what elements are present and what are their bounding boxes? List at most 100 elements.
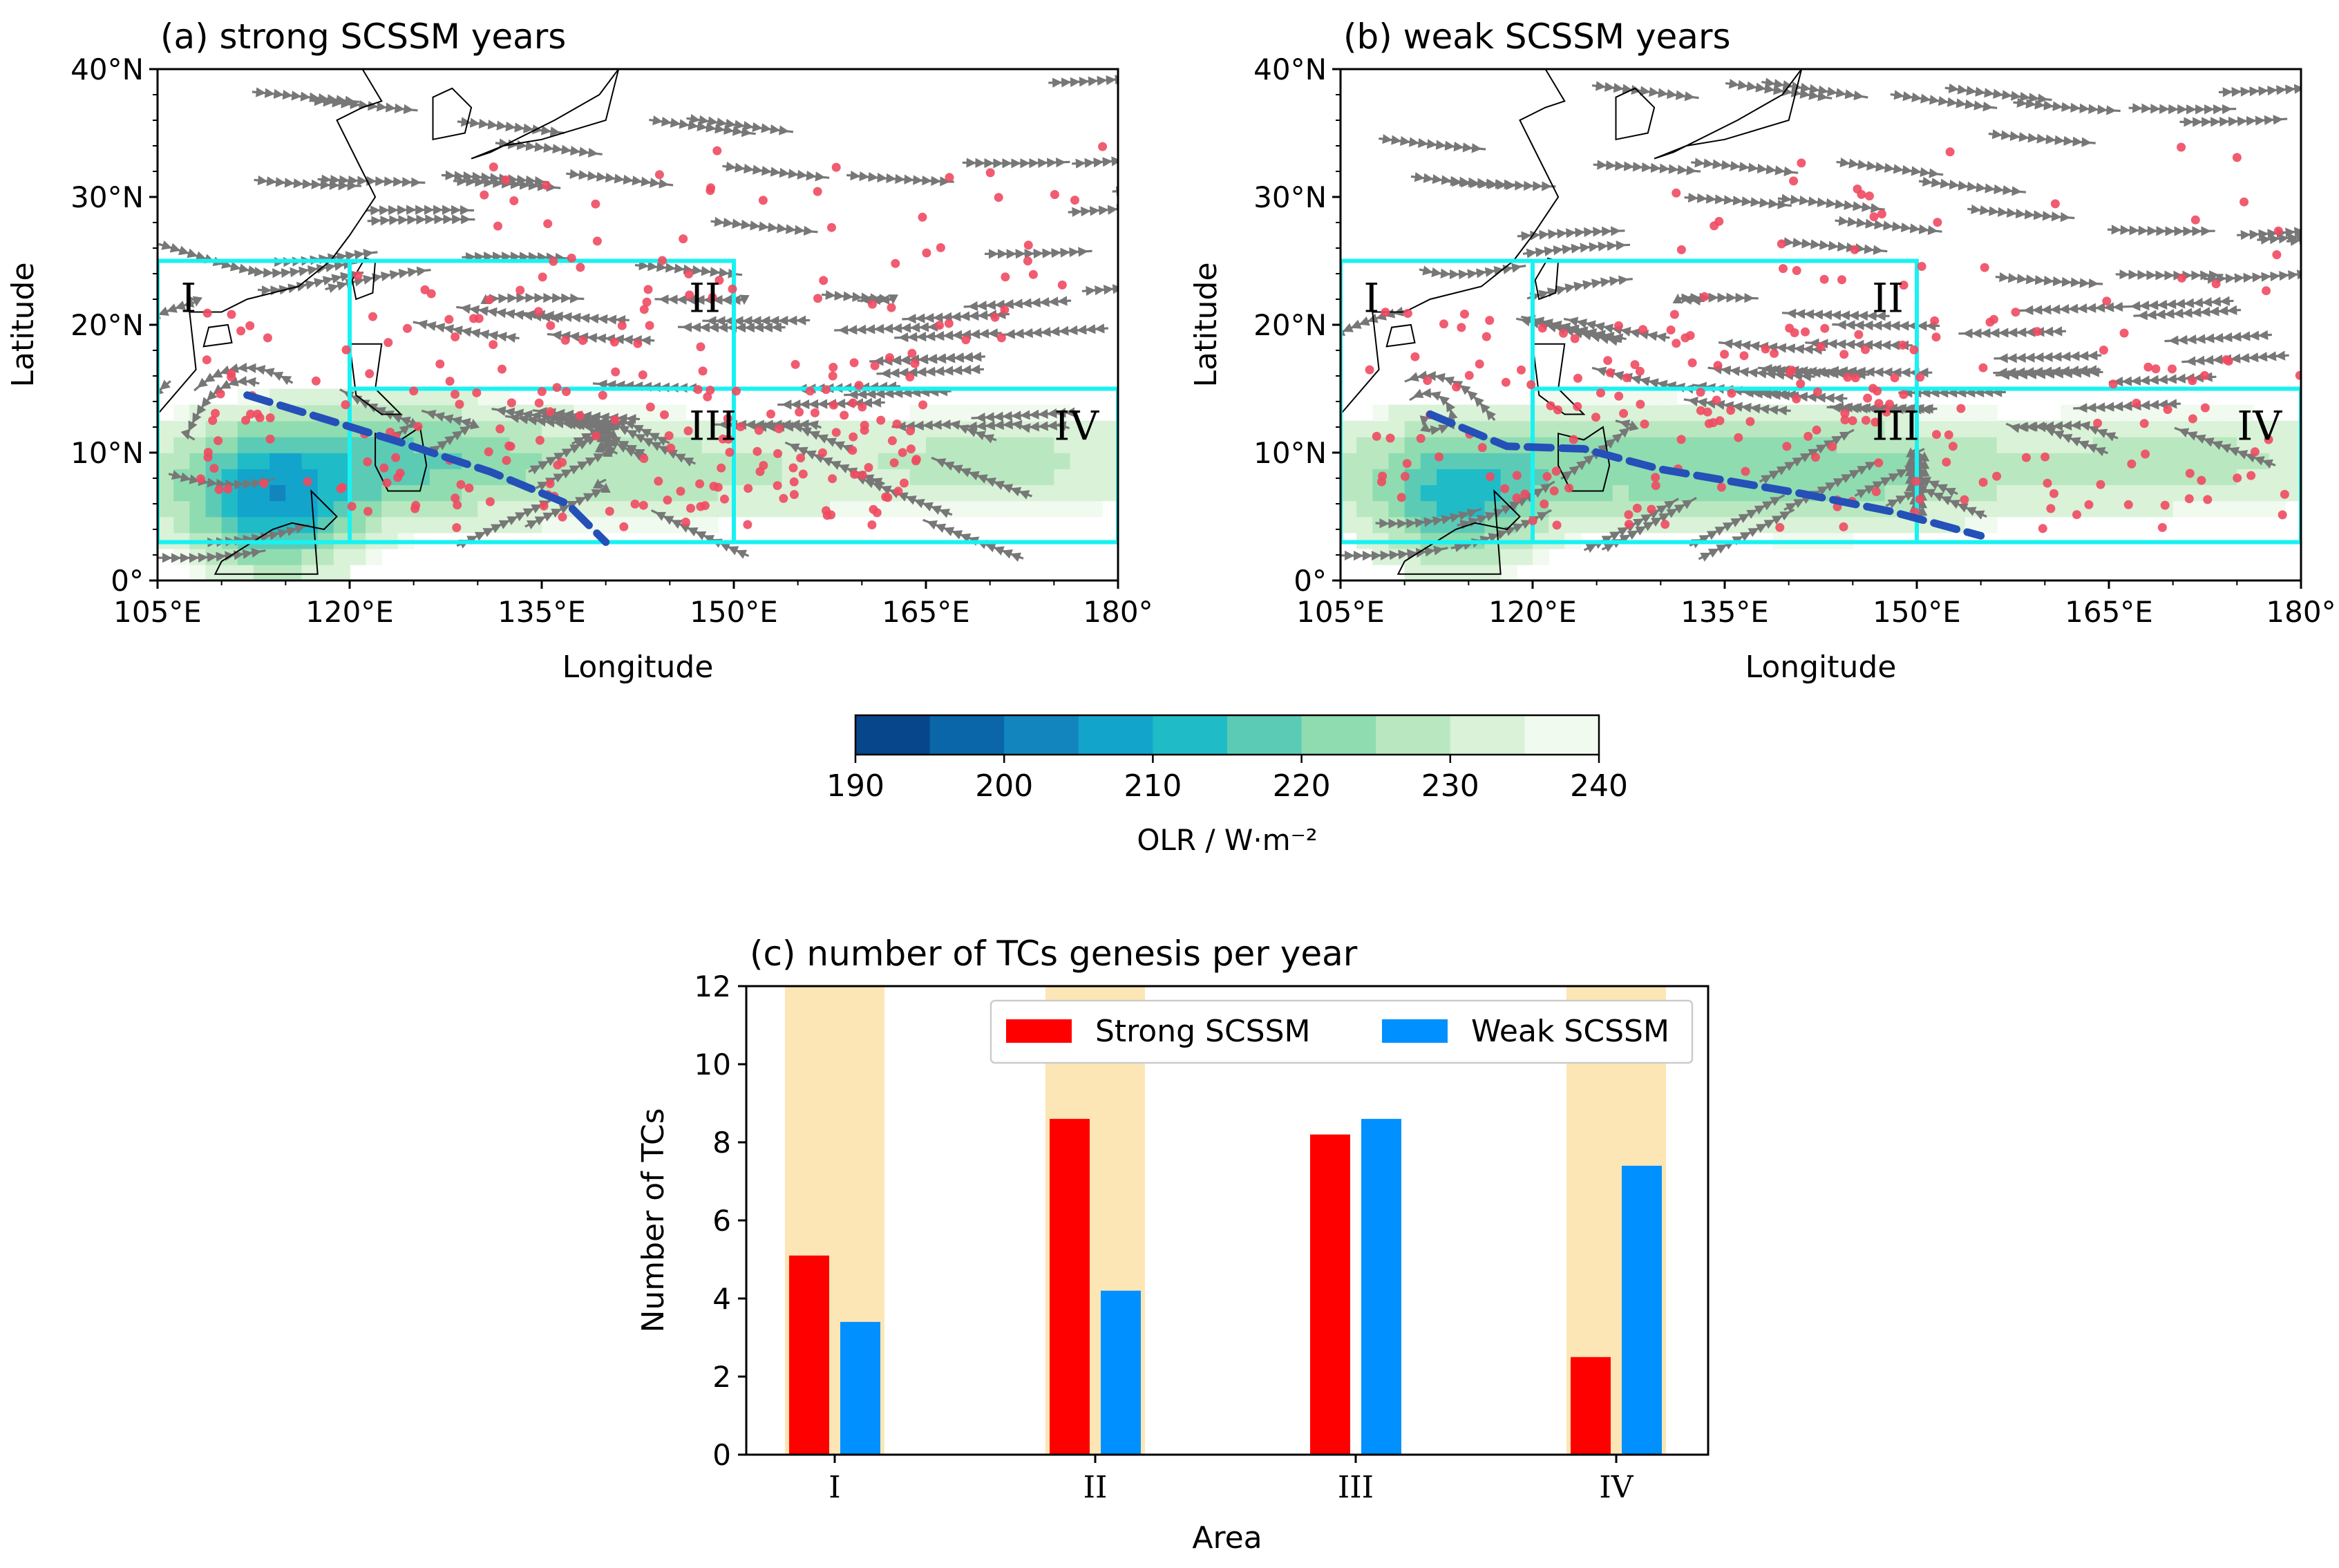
tc-genesis-dot	[1713, 361, 1723, 370]
olr-cell	[1980, 436, 1998, 453]
streamline	[1907, 471, 1987, 520]
tc-genesis-dot	[485, 497, 495, 507]
tc-genesis-dot	[2108, 379, 2118, 389]
tc-genesis-dot	[489, 340, 498, 350]
tc-genesis-dot	[1803, 431, 1813, 441]
olr-cell	[1101, 484, 1118, 502]
tc-genesis-dot	[1812, 425, 1821, 435]
streamline	[158, 240, 263, 276]
x-tick-label: 120°E	[305, 595, 394, 629]
streamline	[193, 362, 294, 392]
tc-genesis-dot	[1485, 316, 1495, 325]
olr-cell	[989, 404, 1007, 422]
olr-cell	[158, 436, 174, 453]
tc-genesis-dot	[868, 299, 877, 309]
olr-cell	[958, 484, 975, 502]
olr-cell	[2013, 420, 2029, 437]
olr-cell	[2125, 420, 2142, 437]
olr-cell	[1388, 516, 1405, 533]
island	[1615, 87, 1656, 141]
tc-genesis-dot	[420, 285, 430, 294]
olr-cell	[1821, 453, 1837, 469]
tc-genesis-dot	[591, 431, 600, 441]
olr-cell	[477, 404, 495, 422]
olr-cell	[2157, 436, 2174, 453]
colorbar-cell	[1078, 715, 1153, 755]
tc-genesis-dot	[1930, 316, 1940, 325]
olr-cell	[1404, 516, 1421, 533]
olr-cell	[1980, 484, 1998, 502]
tc-genesis-dot	[558, 457, 567, 467]
tc-genesis-dot	[1848, 416, 1857, 426]
tc-genesis-dot	[2032, 327, 2042, 337]
tc-genesis-dot	[560, 335, 570, 345]
streamline	[1410, 171, 1519, 190]
tc-genesis-dot	[813, 294, 822, 303]
tc-genesis-dot	[1703, 407, 1712, 417]
olr-cell	[1404, 500, 1421, 518]
tc-genesis-dot	[1537, 323, 1547, 333]
olr-cell	[269, 484, 287, 502]
tc-genesis-dot	[2046, 504, 2056, 513]
streamline	[158, 547, 266, 563]
olr-cell	[1022, 453, 1039, 469]
olr-cell	[1070, 484, 1087, 502]
olr-cell	[813, 469, 831, 485]
tc-genesis-dot	[391, 453, 401, 462]
olr-cell	[2221, 420, 2238, 437]
streamline	[457, 117, 565, 137]
olr-cell	[285, 420, 303, 437]
legend-label-strong: Strong SCSSM	[1095, 1014, 1311, 1049]
island	[1531, 343, 1586, 415]
olr-cell	[1372, 404, 1390, 422]
streamline	[2108, 372, 2217, 387]
legend: Strong SCSSM Weak SCSSM	[989, 999, 1694, 1064]
olr-cell	[221, 500, 238, 518]
olr-cell	[350, 436, 366, 453]
olr-cell	[429, 469, 446, 485]
tc-genesis-dot	[196, 474, 205, 484]
olr-cell	[926, 469, 943, 485]
tc-genesis-dot	[1992, 471, 2002, 481]
tc-genesis-dot	[848, 398, 858, 408]
tc-genesis-dot	[936, 243, 945, 252]
tc-genesis-dot	[1475, 359, 1484, 369]
tc-genesis-dot	[379, 463, 389, 473]
tc-genesis-dot	[743, 520, 752, 529]
olr-cell	[1629, 436, 1645, 453]
tc-genesis-dot	[1464, 370, 1474, 380]
tc-genesis-dot	[1512, 493, 1522, 502]
tc-genesis-dot	[2093, 418, 2103, 428]
tc-genesis-dot	[1660, 520, 1670, 529]
olr-cell	[1468, 469, 1486, 485]
tc-genesis-dot	[2224, 357, 2233, 366]
olr-cell	[1500, 420, 1517, 437]
streamline	[1689, 493, 1786, 549]
tc-genesis-dot	[534, 398, 544, 408]
tc-genesis-dot	[828, 371, 837, 381]
olr-cell	[1772, 420, 1790, 437]
olr-cell	[462, 500, 479, 518]
olr-cell	[254, 516, 270, 533]
tc-genesis-dot	[1416, 434, 1426, 443]
tc-genesis-dot	[393, 473, 403, 482]
olr-cell	[1964, 436, 1982, 453]
tc-genesis-dot	[666, 443, 676, 453]
tc-genesis-dot	[858, 471, 867, 480]
tc-genesis-dot	[1402, 459, 1412, 469]
tc-genesis-dot	[1861, 345, 1870, 355]
tc-genesis-dot	[1434, 452, 1443, 462]
tc-genesis-dot	[1741, 466, 1750, 476]
tc-genesis-dot	[676, 487, 685, 496]
tc-genesis-dot	[1685, 331, 1695, 340]
tc-genesis-dot	[706, 386, 715, 395]
tc-genesis-dot	[542, 180, 551, 190]
tc-genesis-dot	[1899, 281, 1909, 290]
olr-cell	[989, 420, 1007, 437]
tc-genesis-dot	[893, 487, 903, 496]
streamline	[317, 174, 426, 187]
olr-cell	[1629, 469, 1645, 485]
olr-cell	[1645, 388, 1662, 406]
island	[471, 69, 620, 160]
streamline	[421, 409, 480, 455]
